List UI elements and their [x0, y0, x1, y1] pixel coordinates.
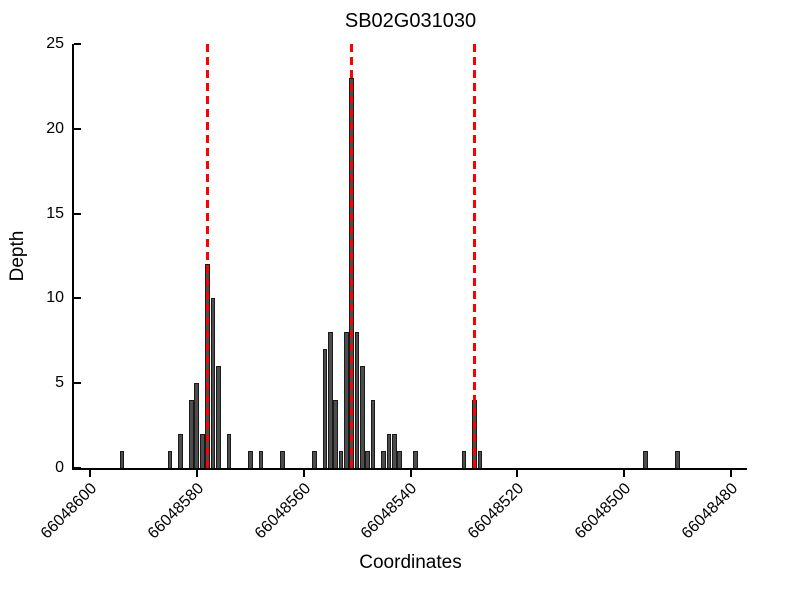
x-axis-spine [72, 468, 747, 470]
chart-title: SB02G031030 [344, 10, 477, 32]
marker-line [206, 44, 210, 468]
x-tick [302, 470, 305, 477]
bar [344, 332, 349, 468]
x-tick [89, 470, 92, 477]
bar [167, 451, 173, 468]
x-tick-label: 66048540 [358, 480, 421, 543]
bar [392, 434, 397, 468]
y-tick-label: 10 [46, 289, 64, 307]
bar [338, 451, 344, 468]
bar [413, 451, 419, 468]
x-tick-label: 66048600 [37, 480, 101, 543]
bar [386, 434, 392, 468]
bar [477, 451, 483, 468]
x-tick [729, 470, 732, 477]
bar [381, 451, 387, 468]
y-tick-label: 0 [55, 459, 64, 476]
y-tick [74, 467, 81, 469]
bar [354, 332, 360, 468]
bar [279, 451, 285, 468]
bar [360, 366, 365, 468]
bar [189, 400, 194, 468]
bar [328, 332, 333, 468]
bar [178, 434, 184, 468]
y-tick-label: 20 [46, 119, 64, 137]
marker-line [473, 44, 477, 468]
x-tick [516, 470, 519, 477]
y-tick-label: 5 [55, 374, 64, 392]
y-tick [74, 297, 81, 300]
bar [215, 366, 221, 468]
bar [643, 451, 648, 468]
bar [370, 400, 376, 468]
bar [312, 451, 317, 468]
bar [365, 451, 371, 468]
bar [258, 451, 264, 468]
bar [119, 451, 125, 468]
x-tick-label: 66048480 [678, 480, 742, 543]
x-tick-label: 66048500 [571, 480, 635, 543]
y-tick [74, 382, 81, 385]
bar [461, 451, 467, 468]
x-tick-label: 66048520 [464, 480, 528, 543]
x-tick [623, 470, 626, 477]
bar [397, 451, 403, 468]
y-tick-label: 25 [46, 35, 64, 52]
bar [210, 298, 216, 468]
y-tick [74, 212, 81, 215]
x-tick-label: 66048580 [144, 480, 207, 543]
bar [226, 434, 232, 468]
bar [199, 434, 205, 468]
x-tick [409, 470, 412, 477]
bar [675, 451, 680, 468]
x-axis-label: Coordinates [359, 552, 462, 573]
marker-line [350, 44, 354, 468]
y-tick [74, 43, 81, 45]
x-tick [195, 470, 198, 477]
y-tick [74, 127, 81, 130]
y-axis-spine [72, 44, 74, 470]
x-tick-label: 66048560 [251, 480, 314, 543]
bar [333, 400, 339, 468]
bar [247, 451, 253, 468]
bar [322, 349, 328, 468]
bar [194, 383, 200, 468]
y-tick-label: 15 [46, 204, 64, 222]
